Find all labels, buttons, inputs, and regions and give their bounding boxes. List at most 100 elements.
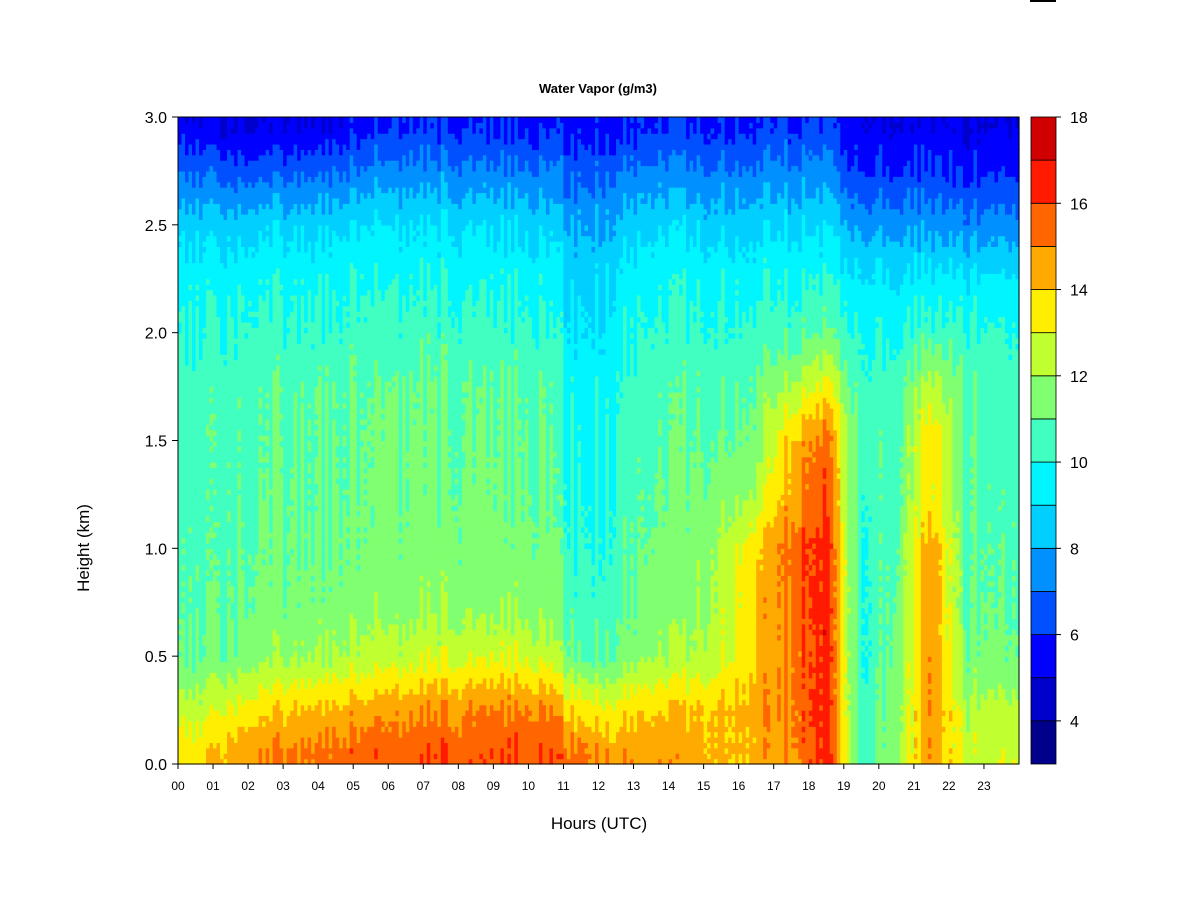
heatmap-cell — [304, 715, 308, 721]
heatmap-cell — [220, 316, 224, 322]
heatmap-cell — [178, 721, 182, 727]
heatmap-cell — [203, 672, 207, 678]
heatmap-cell — [262, 645, 266, 651]
heatmap-cell — [224, 171, 228, 177]
heatmap-cell — [227, 613, 231, 619]
heatmap-cell — [269, 284, 273, 290]
heatmap-cell — [189, 543, 193, 549]
heatmap-cell — [199, 290, 203, 296]
heatmap-cell — [280, 635, 284, 641]
heatmap-cell — [196, 505, 200, 511]
heatmap-cell — [294, 424, 298, 430]
heatmap-cell — [259, 726, 263, 732]
heatmap-cell — [224, 349, 228, 355]
heatmap-cell — [213, 748, 217, 754]
heatmap-cell — [231, 360, 235, 366]
heatmap-cell — [301, 122, 305, 128]
heatmap-cell — [203, 699, 207, 705]
heatmap-cell — [269, 597, 273, 603]
heatmap-cell — [255, 419, 259, 425]
heatmap-cell — [280, 527, 284, 533]
heatmap-cell — [287, 715, 291, 721]
heatmap-cell — [196, 343, 200, 349]
heatmap-cell — [262, 715, 266, 721]
heatmap-cell — [182, 753, 186, 759]
heatmap-cell — [269, 710, 273, 716]
heatmap-cell — [224, 327, 228, 333]
heatmap-cell — [182, 683, 186, 689]
heatmap-cell — [185, 538, 189, 544]
heatmap-cell — [241, 683, 245, 689]
heatmap-cell — [301, 699, 305, 705]
heatmap-cell — [192, 543, 196, 549]
heatmap-cell — [203, 581, 207, 587]
heatmap-cell — [287, 219, 291, 225]
heatmap-cell — [189, 252, 193, 258]
heatmap-cell — [287, 462, 291, 468]
heatmap-cell — [269, 252, 273, 258]
heatmap-cell — [283, 166, 287, 172]
heatmap-cell — [245, 257, 249, 263]
heatmap-cell — [280, 516, 284, 522]
heatmap-cell — [206, 198, 210, 204]
heatmap-cell — [294, 430, 298, 436]
heatmap-cell — [262, 467, 266, 473]
heatmap-cell — [213, 478, 217, 484]
heatmap-cell — [234, 683, 238, 689]
heatmap-cell — [248, 424, 252, 430]
heatmap-cell — [189, 322, 193, 328]
heatmap-cell — [196, 554, 200, 560]
heatmap-cell — [304, 343, 308, 349]
heatmap-cell — [308, 742, 312, 748]
heatmap-cell — [210, 683, 214, 689]
heatmap-cell — [220, 710, 224, 716]
heatmap-cell — [276, 694, 280, 700]
heatmap-cell — [196, 306, 200, 312]
heatmap-cell — [199, 538, 203, 544]
heatmap-cell — [266, 494, 270, 500]
heatmap-cell — [192, 683, 196, 689]
heatmap-cell — [252, 252, 256, 258]
heatmap-cell — [248, 408, 252, 414]
heatmap-cell — [248, 225, 252, 231]
heatmap-cell — [290, 602, 294, 608]
heatmap-cell — [248, 365, 252, 371]
heatmap-cell — [203, 489, 207, 495]
heatmap-cell — [297, 645, 301, 651]
heatmap-cell — [217, 263, 221, 269]
heatmap-cell — [259, 742, 263, 748]
heatmap-cell — [262, 500, 266, 506]
heatmap-cell — [304, 608, 308, 614]
heatmap-cell — [203, 586, 207, 592]
heatmap-cell — [276, 705, 280, 711]
heatmap-cell — [259, 376, 263, 382]
heatmap-cell — [248, 521, 252, 527]
heatmap-cell — [196, 284, 200, 290]
heatmap-cell — [213, 187, 217, 193]
heatmap-cell — [283, 742, 287, 748]
heatmap-cell — [203, 365, 207, 371]
heatmap-cell — [294, 705, 298, 711]
heatmap-cell — [259, 500, 263, 506]
heatmap-cell — [196, 613, 200, 619]
heatmap-cell — [311, 414, 315, 420]
heatmap-cell — [269, 290, 273, 296]
heatmap-cell — [185, 640, 189, 646]
heatmap-cell — [227, 586, 231, 592]
heatmap-cell — [287, 295, 291, 301]
heatmap-cell — [182, 489, 186, 495]
heatmap-cell — [283, 192, 287, 198]
heatmap-cell — [227, 565, 231, 571]
heatmap-cell — [283, 176, 287, 182]
heatmap-cell — [234, 263, 238, 269]
heatmap-cell — [255, 128, 259, 134]
heatmap-cell — [269, 155, 273, 161]
heatmap-cell — [297, 419, 301, 425]
heatmap-cell — [262, 494, 266, 500]
heatmap-cell — [196, 209, 200, 215]
heatmap-cell — [224, 441, 228, 447]
heatmap-cell — [287, 370, 291, 376]
heatmap-cell — [280, 376, 284, 382]
heatmap-cell — [189, 732, 193, 738]
heatmap-cell — [220, 209, 224, 215]
